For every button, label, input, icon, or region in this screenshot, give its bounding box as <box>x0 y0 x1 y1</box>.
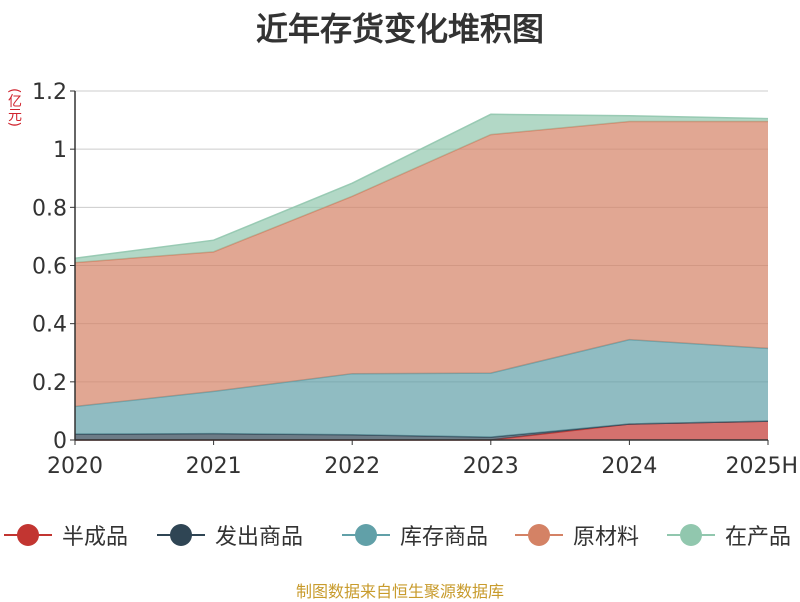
y-axis-label: (亿元) <box>6 88 22 127</box>
legend-label: 发出商品 <box>215 525 304 550</box>
x-tick-label: 2025H <box>725 454 798 479</box>
y-tick-label: 0.4 <box>32 313 67 338</box>
legend-label: 在产品 <box>725 525 792 550</box>
legend: 半成品 发出商品 库存商品 原材料 在产品 <box>0 515 800 555</box>
legend-marker-icon <box>342 523 390 547</box>
x-tick-label: 2024 <box>601 454 657 479</box>
legend-item[interactable]: 半成品 <box>4 515 128 555</box>
line-series-5 <box>74 113 769 259</box>
legend-marker-icon <box>515 523 563 547</box>
legend-marker-icon <box>667 523 715 547</box>
y-tick-label: 0 <box>53 429 67 454</box>
legend-marker-icon <box>4 523 52 547</box>
legend-label: 库存商品 <box>400 525 489 550</box>
area-series-1 <box>75 421 768 440</box>
y-tick-label: 1.2 <box>32 80 67 105</box>
y-tick-label: 0.2 <box>32 371 67 396</box>
x-tick-label: 2023 <box>463 454 519 479</box>
legend-item[interactable]: 库存商品 <box>342 515 488 555</box>
source-note: 制图数据来自恒生聚源数据库 <box>295 582 504 601</box>
chart-title: 近年存货变化堆积图 <box>255 10 544 48</box>
legend-marker-icon <box>157 523 205 547</box>
legend-item[interactable]: 在产品 <box>667 515 791 555</box>
x-tick-label: 2021 <box>186 454 242 479</box>
y-tick-label: 1 <box>53 138 67 163</box>
legend-label: 原材料 <box>573 525 640 550</box>
area-series-4 <box>75 121 768 407</box>
x-tick-label: 2020 <box>47 454 103 479</box>
legend-item[interactable]: 发出商品 <box>157 515 303 555</box>
area-series-2 <box>75 421 768 440</box>
area-series-3 <box>75 339 768 438</box>
y-tick-label: 0.6 <box>32 255 67 280</box>
legend-label: 半成品 <box>62 525 129 550</box>
y-tick-label: 0.8 <box>32 196 67 221</box>
legend-item[interactable]: 原材料 <box>515 515 639 555</box>
x-tick-label: 2022 <box>324 454 380 479</box>
